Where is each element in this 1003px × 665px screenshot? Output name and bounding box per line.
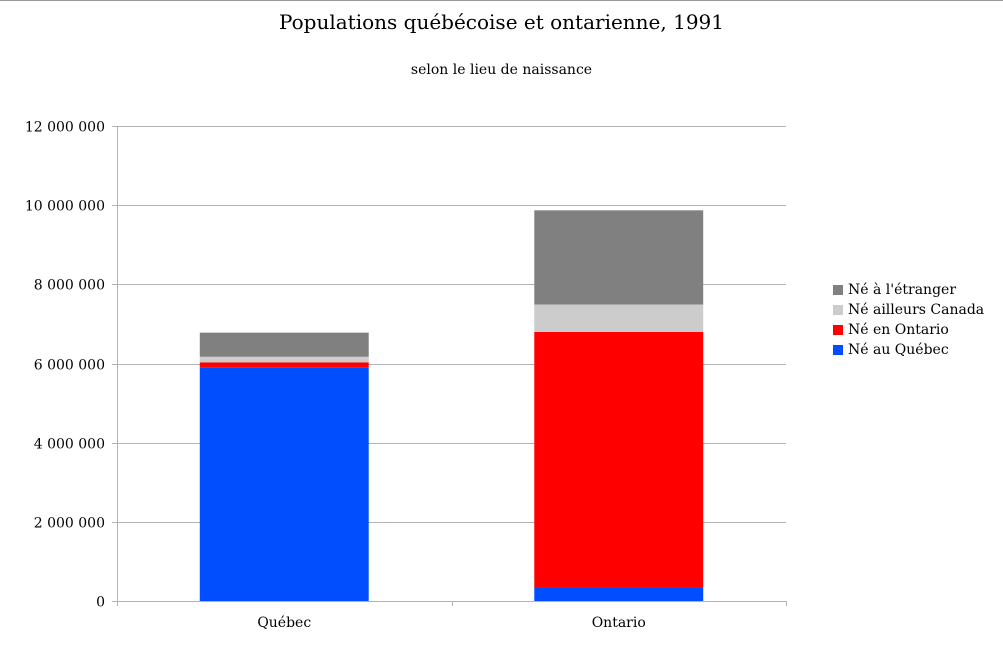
legend-label: Né ailleurs Canada — [848, 302, 985, 318]
legend-item: Né ailleurs Canada — [833, 300, 984, 320]
chart-title: Populations québécoise et ontarienne, 19… — [278, 10, 725, 34]
bar-segment — [199, 356, 369, 363]
y-tick-label: 0 — [96, 595, 105, 611]
legend-swatch — [833, 325, 843, 335]
y-tick-label: 2 000 000 — [34, 516, 105, 532]
legend: Né à l'étranger Né ailleurs Canada Né en O… — [833, 280, 984, 360]
legend-swatch — [833, 345, 843, 355]
legend-item: Né à l'étranger — [833, 280, 984, 300]
chart-subtitle: selon le lieu de naissance — [410, 62, 593, 78]
bar-segment — [534, 210, 704, 305]
y-tick-label: 8 000 000 — [34, 278, 105, 294]
bar-segment — [199, 367, 369, 601]
x-tick-label: Québec — [257, 615, 311, 631]
legend-item: Né en Ontario — [833, 320, 984, 340]
legend-swatch — [833, 285, 843, 295]
bar-segment — [534, 304, 704, 332]
bar-segment — [534, 331, 704, 588]
bar-segment — [534, 587, 704, 601]
y-tick-label: 6 000 000 — [34, 358, 105, 374]
legend-swatch — [833, 305, 843, 315]
y-tick-label: 4 000 000 — [34, 437, 105, 453]
legend-item: Né au Québec — [833, 340, 984, 360]
y-tick-label: 10 000 000 — [25, 199, 105, 215]
legend-label: Né en Ontario — [848, 322, 949, 338]
y-tick-label: 12 000 000 — [25, 120, 105, 136]
legend-label: Né au Québec — [848, 342, 949, 358]
top-border — [0, 0, 1003, 1]
legend-label: Né à l'étranger — [848, 282, 957, 298]
bar-segment — [199, 362, 369, 368]
bar-segment — [199, 332, 369, 357]
x-tick-label: Ontario — [592, 615, 646, 631]
